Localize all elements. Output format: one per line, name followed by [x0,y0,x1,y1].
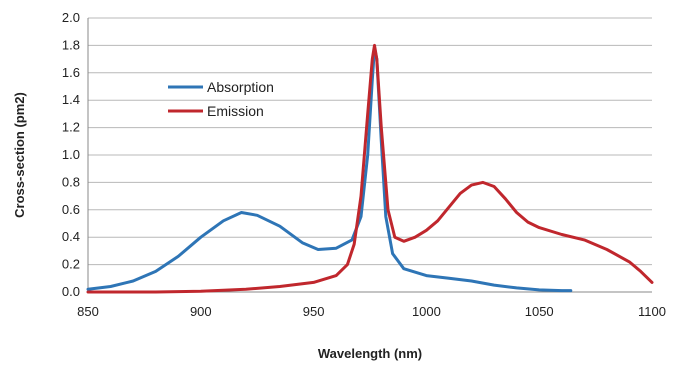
legend: Absorption Emission [168,79,274,119]
legend-label-emission: Emission [207,103,264,119]
y-tick-label: 0.2 [62,257,80,272]
y-tick-label: 0.8 [62,174,80,189]
y-tick-label: 1.4 [62,92,80,107]
x-tick-label: 1050 [525,304,554,319]
x-tick-labels: 850 900 950 1000 1050 1100 [77,304,666,319]
series-lines [86,43,654,294]
x-tick-label: 1100 [638,304,666,319]
y-tick-label: 1.6 [62,65,80,80]
x-tick-label: 950 [303,304,325,319]
x-tick-label: 1000 [412,304,441,319]
y-tick-label: 1.2 [62,120,80,135]
y-tick-label: 1.0 [62,147,80,162]
y-tick-label: 0.4 [62,229,80,244]
series-line-emission [86,43,654,294]
y-tick-label: 2.0 [62,10,80,25]
y-tick-label: 0.0 [62,284,80,299]
y-tick-label: 0.6 [62,202,80,217]
legend-label-absorption: Absorption [207,79,274,95]
gridlines [87,17,652,293]
y-axis-title: Cross-section (pm2) [12,92,27,218]
x-tick-label: 900 [190,304,212,319]
series-line-absorption [86,46,573,293]
y-tick-labels: 0.0 0.2 0.4 0.6 0.8 1.0 1.2 1.4 1.6 1.8 2.0 [62,10,80,299]
x-axis-title: Wavelength (nm) [318,346,422,361]
y-tick-label: 1.8 [62,37,80,52]
x-tick-label: 850 [77,304,99,319]
